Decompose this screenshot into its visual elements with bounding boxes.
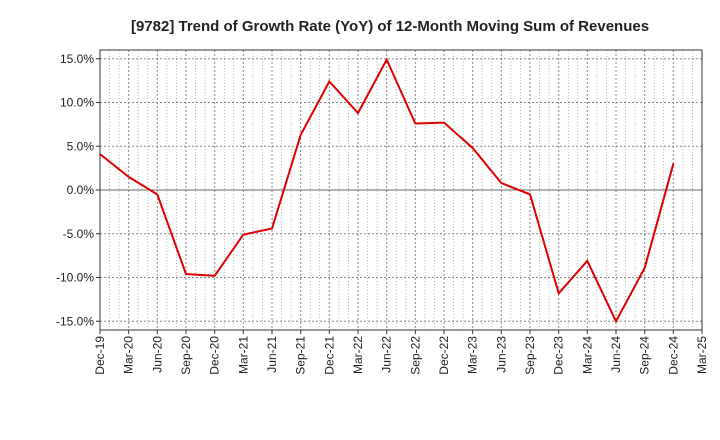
y-tick-label: 0.0% — [67, 183, 95, 197]
data-point — [500, 182, 503, 184]
data-point — [672, 162, 675, 165]
x-tick-label: Dec-24 — [666, 336, 680, 375]
data-point — [156, 193, 159, 196]
data-point — [586, 260, 589, 262]
data-point — [385, 58, 388, 61]
chart-title: [9782] Trend of Growth Rate (YoY) of 12-… — [131, 18, 649, 35]
x-tick-label: Mar-21 — [236, 336, 250, 374]
y-tick-label: 10.0% — [60, 96, 94, 110]
data-point — [414, 122, 417, 125]
data-point — [328, 80, 331, 83]
x-tick-label: Mar-24 — [580, 336, 594, 374]
data-point — [127, 176, 130, 178]
x-tick-label: Sep-23 — [523, 336, 537, 375]
y-tick-label: -15.0% — [56, 314, 94, 328]
x-tick-label: Dec-20 — [208, 336, 222, 375]
y-axis: 15.0% 10.0% 5.0% 0.0% -5.0% -10.0% -15.0% — [56, 52, 100, 328]
y-tick-label: 15.0% — [60, 52, 94, 66]
data-point — [271, 227, 273, 230]
x-tick-label: Jun-23 — [494, 336, 508, 373]
data-point — [557, 292, 560, 295]
x-tick-label: Mar-25 — [695, 336, 709, 374]
x-tick-label: Dec-19 — [93, 336, 107, 375]
x-tick-label: Jun-21 — [265, 336, 279, 373]
data-point — [443, 121, 445, 124]
x-axis: Dec-19 Mar-20 Jun-20 Sep-20 Dec-20 Mar-21 Jun-… — [93, 330, 709, 375]
y-tick-label: -10.0% — [56, 271, 94, 285]
x-tick-label: Sep-21 — [294, 336, 308, 375]
x-tick-label: Dec-23 — [552, 336, 566, 375]
plot-frame — [99, 49, 703, 331]
x-tick-label: Mar-23 — [466, 336, 480, 374]
x-tick-label: Dec-21 — [322, 336, 336, 375]
x-tick-label: Jun-20 — [150, 336, 164, 373]
data-point — [213, 274, 216, 277]
x-tick-label: Sep-24 — [638, 336, 652, 375]
y-tick-label: 5.0% — [67, 139, 95, 153]
x-tick-label: Jun-24 — [609, 336, 623, 373]
data-point — [185, 273, 187, 275]
y-tick-label: -5.0% — [63, 227, 95, 241]
grid — [100, 50, 702, 330]
data-point — [529, 193, 531, 196]
x-tick-label: Dec-22 — [437, 336, 451, 375]
data-point — [299, 134, 302, 136]
x-tick-label: Sep-22 — [408, 336, 422, 375]
x-tick-label: Mar-20 — [122, 336, 136, 374]
data-point — [643, 267, 646, 269]
x-tick-label: Mar-22 — [351, 336, 365, 374]
data-point — [615, 320, 617, 323]
data-point — [357, 112, 359, 114]
data-point — [242, 233, 245, 236]
x-tick-label: Jun-22 — [380, 336, 394, 373]
data-point — [471, 147, 474, 149]
x-tick-label: Sep-20 — [179, 336, 193, 375]
